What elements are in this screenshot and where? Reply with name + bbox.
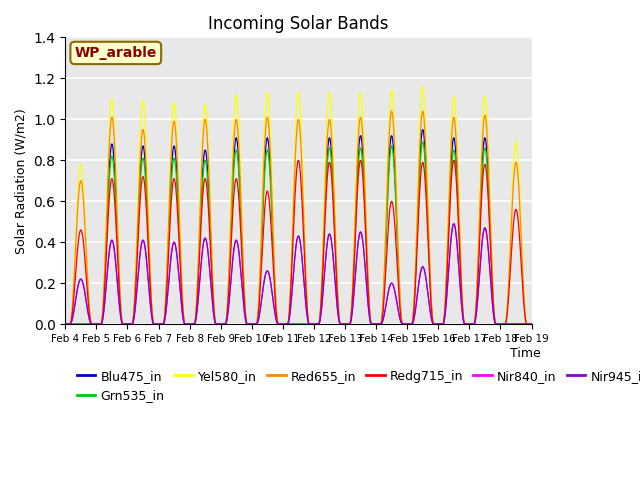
Y-axis label: Solar Radiation (W/m2): Solar Radiation (W/m2) <box>15 108 28 253</box>
X-axis label: Time: Time <box>510 347 541 360</box>
Text: WP_arable: WP_arable <box>75 46 157 60</box>
Legend: Blu475_in, Grn535_in, Yel580_in, Red655_in, Redg715_in, Nir840_in, Nir945_in: Blu475_in, Grn535_in, Yel580_in, Red655_… <box>72 365 640 407</box>
Title: Incoming Solar Bands: Incoming Solar Bands <box>208 15 388 33</box>
